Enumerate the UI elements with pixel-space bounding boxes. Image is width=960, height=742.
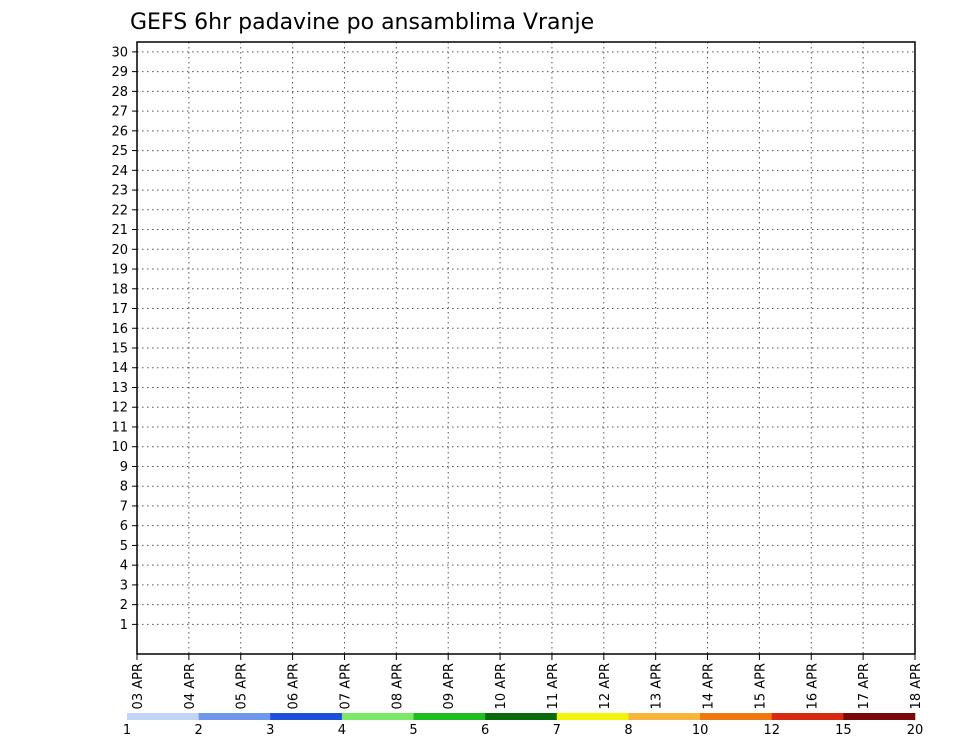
y-tick-label: 12 — [111, 401, 128, 416]
colorbar-label: 4 — [338, 723, 346, 738]
x-tick-label: 12 APR — [598, 663, 613, 709]
y-tick-label: 20 — [111, 243, 128, 258]
colorbar-swatch — [771, 713, 844, 720]
x-tick-label: 10 APR — [494, 663, 509, 709]
y-tick-label: 27 — [111, 105, 128, 120]
y-tick-label: 25 — [111, 144, 128, 159]
x-tick-label: 16 APR — [805, 663, 820, 709]
colorbar: 1 2 3 4 5 6 7 8 10 12 15 20 — [123, 713, 923, 738]
colorbar-swatch — [485, 713, 558, 720]
colorbar-swatch — [628, 713, 701, 720]
gridlines — [137, 42, 915, 654]
y-tick-label: 2 — [120, 598, 128, 613]
colorbar-label: 10 — [692, 723, 709, 738]
y-tick-label: 6 — [120, 519, 128, 534]
y-tick-label: 3 — [120, 578, 128, 593]
colorbar-swatch — [843, 713, 916, 720]
chart-title: GEFS 6hr padavine po ansamblima Vranje — [130, 10, 594, 35]
y-tick-label: 13 — [111, 381, 128, 396]
y-tick-label: 19 — [111, 263, 128, 278]
colorbar-swatch — [127, 713, 199, 720]
x-tick-label: 06 APR — [287, 663, 302, 709]
y-tick-label: 29 — [111, 65, 128, 80]
x-tick-label: 18 APR — [909, 663, 924, 709]
y-tick-label: 18 — [111, 282, 128, 297]
colorbar-swatch — [341, 713, 414, 720]
colorbar-label: 6 — [481, 723, 489, 738]
colorbar-swatch — [413, 713, 486, 720]
colorbar-label: 12 — [763, 723, 780, 738]
x-tick-label: 03 APR — [131, 663, 146, 709]
y-tick-label: 14 — [111, 361, 128, 376]
y-tick-label: 9 — [120, 460, 128, 475]
x-tick-label: 13 APR — [650, 663, 665, 709]
colorbar-swatch — [700, 713, 773, 720]
x-tick-label: 09 APR — [442, 663, 457, 709]
y-tick-label: 1 — [120, 618, 128, 633]
y-tick-label: 21 — [111, 223, 128, 238]
x-tick-label: 15 APR — [753, 663, 768, 709]
y-tick-label: 11 — [111, 420, 128, 435]
y-axis: 1234567891011121314151617181920212223242… — [111, 45, 137, 633]
y-tick-label: 10 — [111, 440, 128, 455]
colorbar-label: 1 — [123, 723, 131, 738]
x-tick-label: 05 APR — [235, 663, 250, 709]
y-tick-label: 8 — [120, 480, 128, 495]
colorbar-swatch — [270, 713, 343, 720]
y-tick-label: 28 — [111, 85, 128, 100]
y-tick-label: 16 — [111, 322, 128, 337]
y-tick-label: 22 — [111, 203, 128, 218]
y-tick-label: 5 — [120, 539, 128, 554]
colorbar-label: 3 — [266, 723, 274, 738]
x-tick-label: 11 APR — [546, 663, 561, 709]
x-tick-label: 04 APR — [183, 663, 198, 709]
y-tick-label: 4 — [120, 559, 128, 574]
colorbar-label: 7 — [553, 723, 561, 738]
x-tick-label: 08 APR — [390, 663, 405, 709]
colorbar-label: 15 — [835, 723, 852, 738]
y-tick-label: 24 — [111, 164, 128, 179]
y-tick-label: 23 — [111, 184, 128, 199]
colorbar-label: 20 — [907, 723, 924, 738]
y-tick-label: 17 — [111, 302, 128, 317]
y-tick-label: 26 — [111, 124, 128, 139]
x-axis: 03 APR 04 APR 05 APR 06 APR 07 APR 08 APR 09 A… — [131, 654, 924, 709]
y-tick-label: 7 — [120, 499, 128, 514]
colorbar-label: 2 — [194, 723, 202, 738]
colorbar-label: 5 — [409, 723, 417, 738]
colorbar-label: 8 — [624, 723, 632, 738]
x-tick-label: 07 APR — [338, 663, 353, 709]
x-tick-label: 14 APR — [702, 663, 717, 709]
x-tick-label: 17 APR — [857, 663, 872, 709]
y-tick-label: 30 — [111, 45, 128, 60]
colorbar-swatch — [556, 713, 629, 720]
y-tick-label: 15 — [111, 342, 128, 357]
colorbar-swatch — [198, 713, 271, 720]
